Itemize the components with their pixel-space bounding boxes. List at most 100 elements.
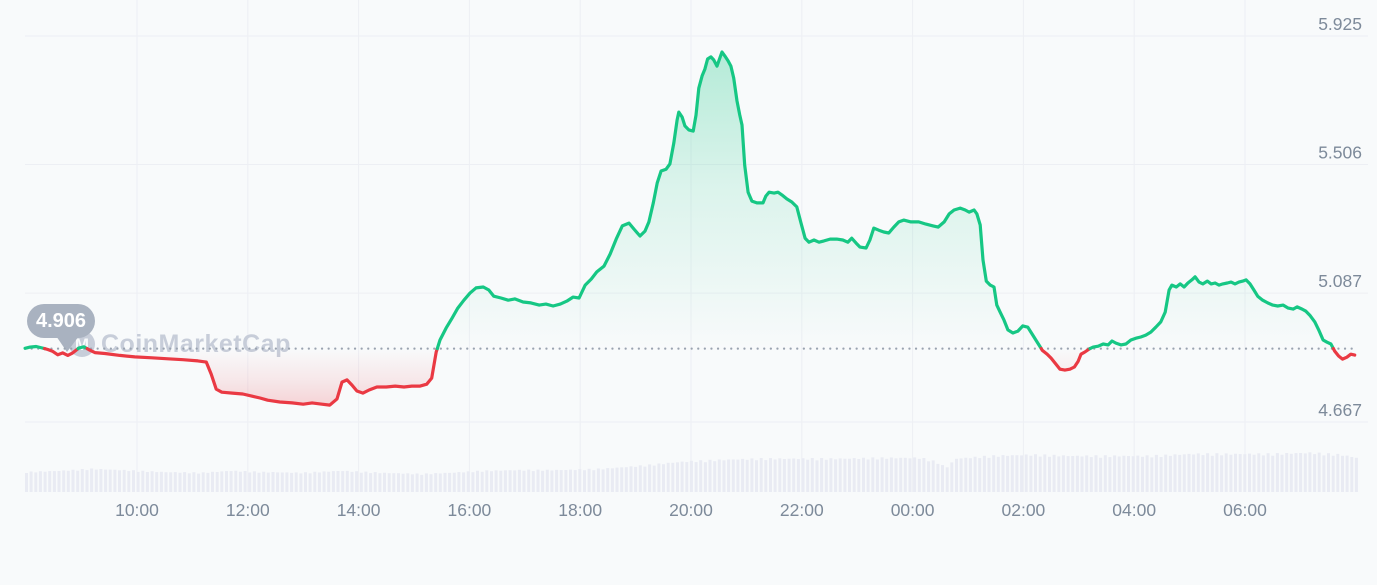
- x-axis-tick-label: 10:00: [115, 500, 159, 520]
- volume-bar: [559, 470, 563, 492]
- volume-bar: [527, 469, 531, 492]
- volume-bar: [862, 457, 865, 492]
- x-axis-tick-label: 16:00: [448, 500, 492, 520]
- volume-bar: [1280, 454, 1284, 492]
- volume-bar: [550, 470, 554, 492]
- volume-bar: [266, 472, 270, 492]
- volume-bar: [90, 468, 94, 492]
- volume-bar: [1052, 454, 1056, 492]
- pill-body: [27, 304, 95, 338]
- volume-bar: [471, 472, 475, 492]
- price-line-segment-up: [76, 345, 89, 351]
- volume-bar: [689, 460, 693, 492]
- volume-bar: [476, 470, 479, 492]
- volume-bar: [1117, 456, 1121, 492]
- volume-bar: [1113, 455, 1117, 492]
- volume-bar: [290, 472, 294, 492]
- volume-bar: [1206, 453, 1210, 492]
- volume-bar: [1187, 453, 1191, 492]
- volume-bar: [280, 472, 284, 492]
- volume-bar: [1173, 454, 1177, 492]
- volume-bar: [959, 458, 963, 492]
- volume-bar: [1150, 457, 1154, 492]
- volume-bar: [782, 459, 786, 492]
- volume-bar: [1006, 455, 1010, 492]
- volume-bar: [648, 464, 652, 492]
- volume-bar: [968, 458, 972, 492]
- volume-bar: [322, 471, 326, 492]
- volume-bar: [717, 459, 721, 492]
- volume-bar: [610, 468, 614, 492]
- volume-bar: [373, 472, 377, 492]
- volume-bar: [252, 471, 256, 492]
- volume-bar: [638, 465, 642, 492]
- volume-bar: [555, 469, 559, 492]
- volume-bar: [1020, 455, 1024, 492]
- volume-bar: [257, 472, 261, 492]
- volume-bar: [76, 470, 80, 492]
- volume-bar: [1034, 454, 1037, 492]
- volume-bar: [913, 457, 917, 492]
- volume-bar: [285, 472, 289, 492]
- volume-bar: [1275, 453, 1279, 492]
- volume-bar: [1327, 453, 1330, 492]
- volume-bar: [71, 469, 75, 492]
- volume-bar: [1220, 455, 1224, 492]
- volume-bar: [531, 471, 535, 492]
- volume-bar: [810, 458, 814, 492]
- volume-bar: [1159, 457, 1163, 492]
- volume-bar: [1061, 455, 1065, 492]
- volume-bar: [429, 474, 433, 492]
- volume-bar: [578, 469, 582, 492]
- volume-bar: [34, 472, 38, 492]
- volume-bar: [1336, 453, 1340, 492]
- volume-bar: [1294, 453, 1298, 492]
- volume-bar: [1289, 453, 1293, 492]
- volume-bars: [25, 452, 1358, 492]
- volume-bar: [99, 469, 103, 492]
- volume-bar: [1164, 454, 1168, 492]
- volume-bar: [1317, 452, 1321, 492]
- volume-bar: [1071, 456, 1075, 492]
- volume-bar: [820, 458, 824, 492]
- area-fill-up: [25, 52, 1355, 349]
- volume-bar: [452, 472, 456, 492]
- volume-bar: [350, 471, 354, 492]
- y-axis-labels: 5.925 5.506 5.087 4.667: [1318, 14, 1362, 420]
- volume-bar: [857, 459, 861, 492]
- volume-bar: [276, 472, 280, 492]
- volume-bar: [66, 470, 70, 492]
- y-axis-tick-label: 4.667: [1318, 400, 1362, 420]
- volume-bar: [592, 470, 596, 492]
- volume-bar: [57, 471, 61, 492]
- volume-bar: [806, 459, 810, 492]
- volume-bar: [964, 457, 968, 492]
- volume-bar: [987, 457, 991, 492]
- volume-bar: [769, 458, 772, 492]
- volume-bar: [1127, 456, 1130, 492]
- volume-bar: [699, 460, 703, 492]
- volume-bar: [108, 469, 112, 492]
- volume-bar: [1261, 455, 1265, 492]
- volume-bar: [1271, 455, 1275, 492]
- volume-bar: [973, 456, 977, 492]
- volume-bar: [685, 462, 689, 492]
- volume-bar: [787, 458, 791, 492]
- volume-bar: [587, 468, 591, 492]
- volume-bar: [796, 459, 800, 492]
- volume-bar: [982, 455, 986, 492]
- volume-bar: [880, 457, 884, 492]
- volume-bar: [736, 459, 740, 492]
- volume-bar: [1308, 452, 1312, 492]
- volume-bar: [341, 471, 345, 492]
- volume-bar: [1303, 453, 1307, 492]
- volume-bar: [838, 458, 842, 492]
- volume-bar: [183, 472, 187, 492]
- y-axis-tick-label: 5.925: [1318, 14, 1362, 34]
- volume-bar: [38, 471, 42, 492]
- volume-bar: [1043, 454, 1047, 492]
- volume-bar: [741, 458, 745, 492]
- volume-bar: [94, 469, 98, 492]
- volume-bar: [499, 470, 503, 492]
